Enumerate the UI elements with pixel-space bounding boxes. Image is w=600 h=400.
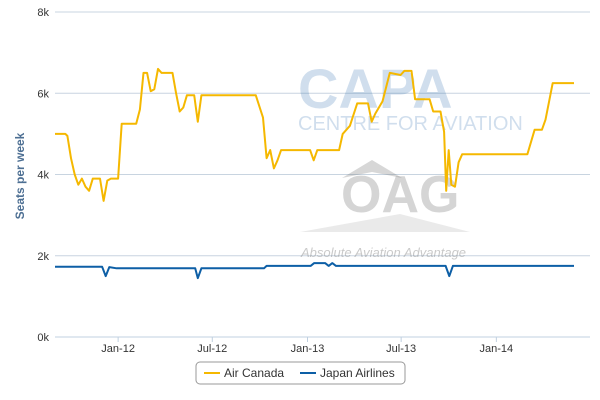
y-axis: 0k 2k 4k 6k 8k <box>37 7 49 344</box>
oag-watermark-tagline: Absolute Aviation Advantage <box>300 245 466 260</box>
legend-label-air-canada[interactable]: Air Canada <box>224 366 284 380</box>
x-tick-label: Jan-14 <box>480 343 514 355</box>
capa-watermark: CAPA <box>298 57 453 120</box>
x-tick-label: Jul-13 <box>386 343 416 355</box>
y-tick-label: 0k <box>37 332 49 344</box>
legend-label-japan-airlines[interactable]: Japan Airlines <box>320 366 395 380</box>
y-axis-label: Seats per week <box>13 132 27 219</box>
series-line-japan-airlines[interactable] <box>55 262 574 280</box>
y-tick-label: 6k <box>37 88 49 100</box>
oag-swoosh-icon <box>300 214 470 232</box>
series-layer <box>55 67 574 280</box>
capa-watermark-subtitle: CENTRE FOR AVIATION <box>298 113 523 135</box>
legend: Air Canada Japan Airlines <box>195 361 406 385</box>
gridlines <box>55 11 590 257</box>
y-tick-label: 8k <box>37 7 49 19</box>
watermark: CAPA CENTRE FOR AVIATION OAG Absolute Av… <box>298 57 523 260</box>
oag-logo-icon <box>342 160 402 178</box>
y-tick-label: 2k <box>37 251 49 263</box>
x-axis: Jan-12 Jul-12 Jan-13 Jul-13 Jan-14 <box>101 337 513 355</box>
x-tick-label: Jan-13 <box>291 343 325 355</box>
x-tick-label: Jan-12 <box>101 343 135 355</box>
oag-watermark: OAG <box>341 166 459 224</box>
x-tick-label: Jul-12 <box>197 343 227 355</box>
y-tick-label: 4k <box>37 170 49 182</box>
series-line-air-canada[interactable] <box>55 67 574 202</box>
